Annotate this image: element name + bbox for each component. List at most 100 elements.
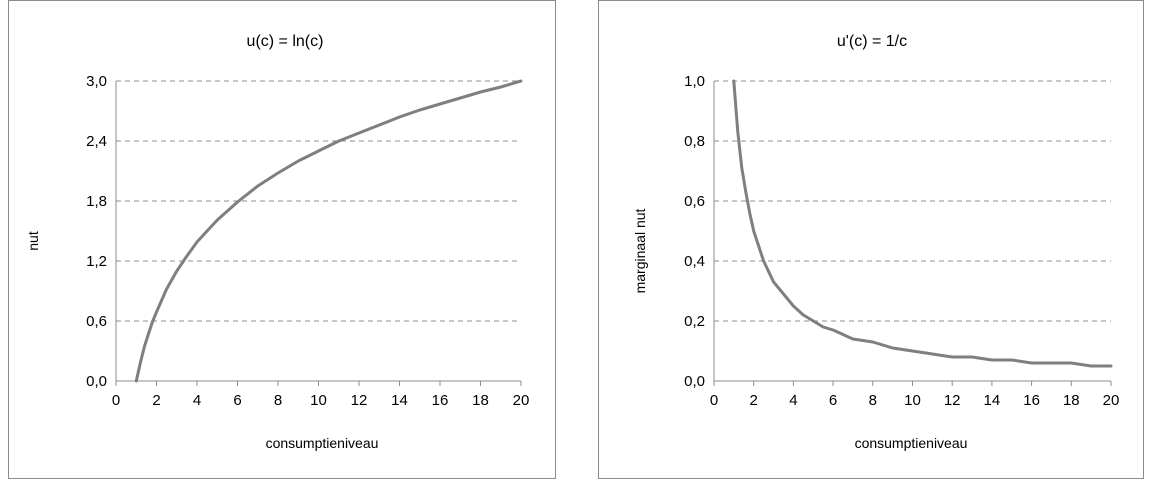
- data-point: [1090, 365, 1092, 367]
- chart-panel-utility: u(c) = ln(c) nut consumptieniveau 0,0 0,6…: [8, 0, 556, 479]
- data-point: [358, 132, 360, 134]
- data-point: [753, 230, 755, 232]
- data-point: [206, 230, 208, 232]
- series-line: [732, 79, 1113, 368]
- y-tick-label: 0,2: [684, 313, 705, 330]
- data-point: [733, 80, 735, 82]
- data-point: [749, 212, 751, 214]
- data-point: [317, 150, 320, 152]
- data-point: [763, 260, 765, 262]
- data-point: [479, 91, 482, 93]
- data-point: [745, 191, 747, 193]
- data-point: [297, 160, 299, 162]
- data-point: [951, 356, 953, 358]
- x-tick-label: 8: [274, 392, 282, 409]
- data-point: [151, 321, 154, 323]
- data-point: [812, 320, 814, 322]
- y-tick-label: 3,0: [86, 73, 107, 90]
- x-tick-label: 14: [984, 392, 1001, 409]
- data-point: [792, 305, 794, 307]
- x-tick-label: 8: [869, 392, 877, 409]
- x-tick-label: 10: [904, 392, 921, 409]
- y-tick-label: 1,0: [684, 73, 705, 90]
- x-tick-label: 0: [710, 392, 718, 409]
- chart-title: u(c) = ln(c): [247, 33, 324, 50]
- data-point: [196, 241, 198, 243]
- data-point: [226, 210, 228, 212]
- data-point: [378, 124, 380, 126]
- x-tick-label: 14: [391, 392, 408, 409]
- data-point: [419, 109, 421, 111]
- x-tick-label: 2: [152, 392, 160, 409]
- data-point: [143, 346, 145, 348]
- y-tick-label: 2,4: [86, 133, 107, 150]
- data-point: [911, 350, 914, 352]
- data-point: [257, 185, 259, 187]
- y-tick-label: 0,4: [684, 253, 705, 270]
- data-point: [500, 86, 502, 88]
- chart-panel-marginal-utility: u'(c) = 1/c marginaal nut consumptienive…: [598, 0, 1144, 479]
- y-tick-label: 1,8: [86, 193, 107, 210]
- data-point: [852, 338, 854, 340]
- data-point: [1070, 362, 1072, 364]
- data-point: [155, 311, 158, 313]
- chart-title: u'(c) = 1/c: [837, 33, 907, 50]
- x-axis-label: consumptieniveau: [266, 435, 379, 451]
- data-point: [872, 341, 874, 343]
- marginal-utility-chart: u'(c) = 1/c marginaal nut consumptienive…: [632, 33, 1120, 451]
- data-point: [439, 103, 441, 105]
- x-tick-label: 16: [432, 392, 449, 409]
- data-point: [338, 140, 340, 142]
- x-tick-label: 6: [829, 392, 837, 409]
- data-point: [520, 80, 522, 82]
- utility-chart: u(c) = ln(c) nut consumptieniveau 0,0 0,6…: [25, 33, 530, 451]
- data-point: [216, 219, 218, 221]
- x-tick-label: 4: [789, 392, 797, 409]
- series-line: [134, 79, 523, 383]
- data-point: [236, 201, 239, 203]
- y-axis-label: nut: [25, 231, 41, 251]
- data-point: [802, 314, 804, 316]
- data-point: [1031, 362, 1033, 364]
- x-tick-label: 16: [1023, 392, 1040, 409]
- x-tick-label: 2: [750, 392, 758, 409]
- data-point: [166, 288, 168, 290]
- x-tick-label: 12: [944, 392, 961, 409]
- data-point: [1050, 362, 1053, 364]
- data-point: [741, 167, 743, 169]
- x-tick-label: 18: [1063, 392, 1080, 409]
- x-tick-label: 0: [112, 392, 120, 409]
- x-tick-label: 20: [1103, 392, 1120, 409]
- data-point: [459, 97, 461, 99]
- x-tick-label: 10: [310, 392, 327, 409]
- data-point: [176, 270, 178, 272]
- y-tick-label: 0,8: [684, 133, 705, 150]
- data-point: [135, 380, 137, 382]
- data-point: [737, 131, 739, 133]
- data-point: [139, 362, 141, 364]
- x-tick-label: 18: [472, 392, 489, 409]
- data-point: [892, 347, 894, 349]
- y-tick-label: 1,2: [86, 253, 107, 270]
- data-point: [971, 356, 973, 358]
- y-axis-label: marginaal nut: [632, 208, 648, 293]
- data-point: [991, 359, 993, 361]
- data-point: [186, 255, 188, 257]
- y-tick-label: 0,0: [86, 373, 107, 390]
- data-point: [772, 281, 775, 283]
- y-tick-label: 0,0: [684, 373, 705, 390]
- data-point: [1110, 365, 1112, 367]
- y-tick-label: 0,6: [684, 193, 705, 210]
- data-point: [782, 293, 785, 295]
- x-tick-label: 20: [513, 392, 530, 409]
- data-point: [822, 326, 824, 328]
- x-tick-label: 4: [193, 392, 201, 409]
- x-tick-label: 12: [351, 392, 368, 409]
- data-point: [398, 116, 401, 118]
- data-point: [147, 333, 149, 335]
- data-point: [1011, 359, 1013, 361]
- y-tick-label: 0,6: [86, 313, 107, 330]
- data-point: [832, 329, 834, 331]
- data-point: [277, 172, 279, 174]
- x-axis-label: consumptieniveau: [855, 435, 968, 451]
